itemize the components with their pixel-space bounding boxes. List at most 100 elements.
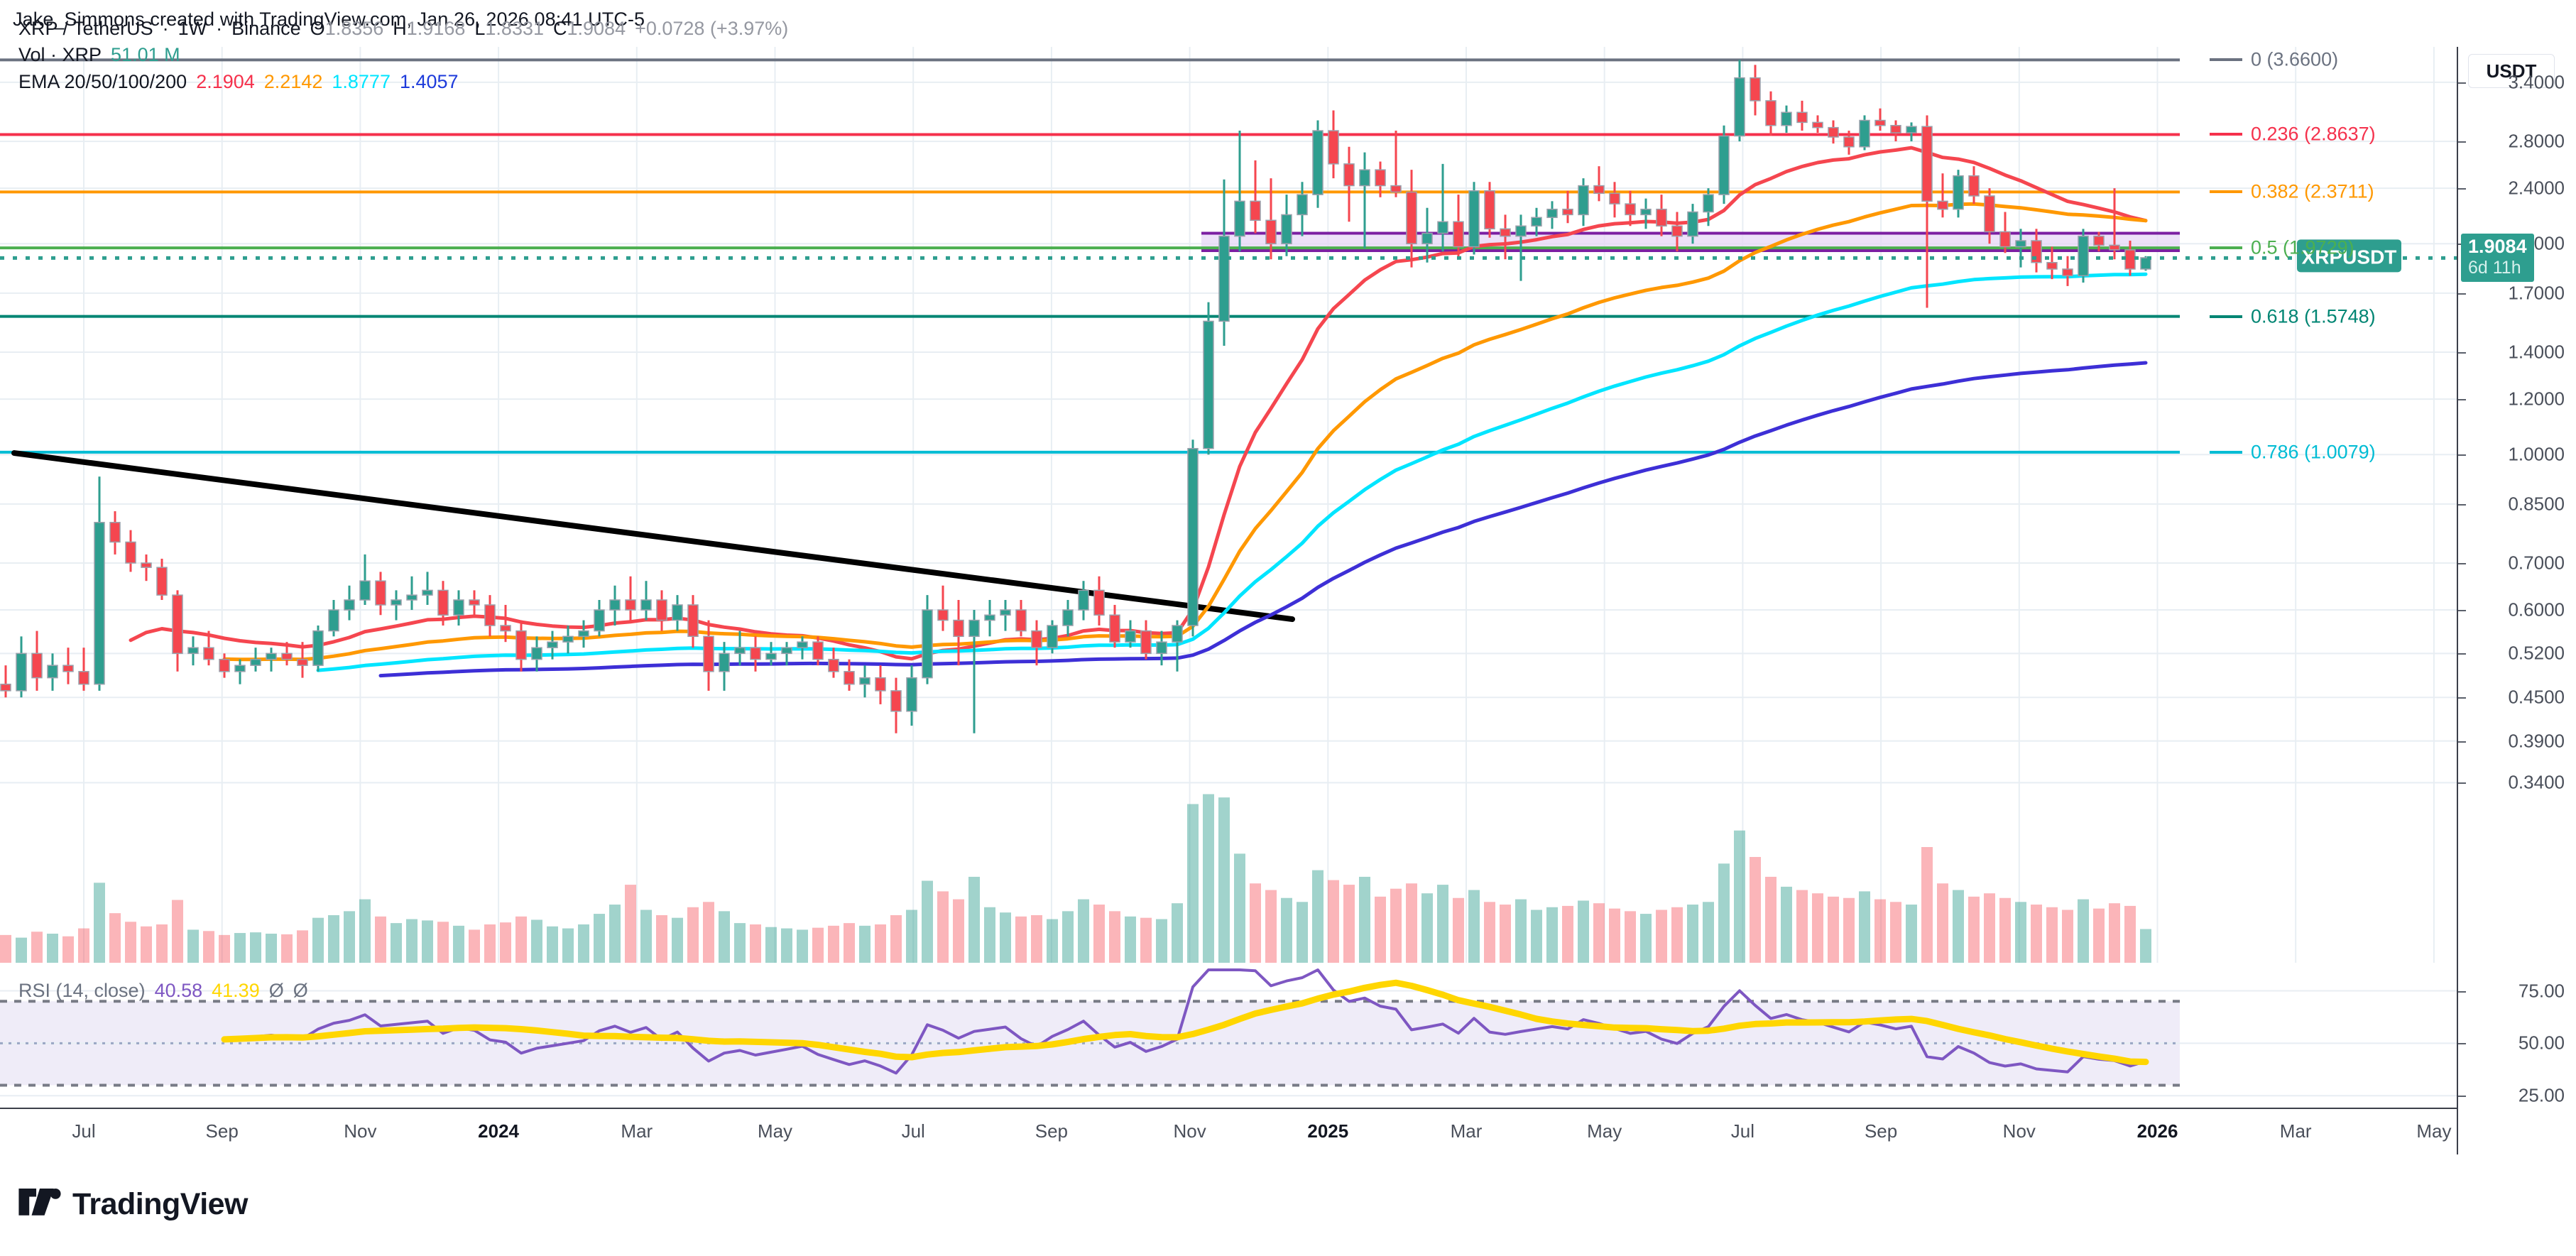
svg-text:XRPUSDT: XRPUSDT xyxy=(2302,246,2397,268)
rsi-axis-tick-mark xyxy=(2458,990,2466,993)
price-axis-tick-mark xyxy=(2458,454,2466,457)
time-axis-tick: Mar xyxy=(621,1120,653,1142)
fib-level-dash xyxy=(2210,450,2242,454)
legend-open-value: 1.8356 xyxy=(324,18,384,39)
time-axis-tick: Jul xyxy=(1730,1120,1755,1142)
fib-level-dash xyxy=(2210,246,2242,250)
price-axis-tick: 0.5200 xyxy=(2508,642,2565,664)
legend-high-key: H xyxy=(393,18,407,39)
price-axis-tick-mark xyxy=(2458,82,2466,84)
price-axis-tick: 0.3900 xyxy=(2508,730,2565,752)
rsi-axis-tick: 75.00 xyxy=(2518,980,2565,1002)
legend-symbol[interactable]: XRP / TetherUS xyxy=(18,18,153,39)
time-axis-tick: May xyxy=(2416,1120,2452,1142)
price-axis-tick: 3.4000 xyxy=(2508,71,2565,93)
fib-level-label: 0.786 (1.0079) xyxy=(2251,441,2376,463)
time-axis-tick: May xyxy=(757,1120,793,1142)
price-axis[interactable]: USDT 3.4000 2.8000 2.4000 2.0000 1.7000 1.400… xyxy=(2457,47,2576,1154)
fib-level-dash xyxy=(2210,58,2242,62)
price-axis-tick-mark xyxy=(2458,653,2466,655)
price-axis-tick: 0.4500 xyxy=(2508,686,2565,708)
time-axis-tick: 2026 xyxy=(2136,1120,2178,1142)
time-axis-tick: Jul xyxy=(72,1120,96,1142)
rsi-axis-tick-mark xyxy=(2458,1096,2466,1098)
legend-close-value: 1.9084 xyxy=(567,18,626,39)
legend-ema20-value: 2.1904 xyxy=(196,70,255,92)
time-axis-tick: Sep xyxy=(205,1120,239,1142)
price-axis-tick-mark xyxy=(2458,562,2466,564)
fib-level-label: 0.5 (1.9729) xyxy=(2251,236,2354,258)
symbol-tag: XRPUSDT xyxy=(2297,239,2401,273)
tradingview-logo-icon xyxy=(18,1188,61,1221)
fib-level-dash xyxy=(2210,190,2242,194)
fib-level-label: 0.618 (1.5748) xyxy=(2251,305,2376,327)
tradingview-footer: TradingView xyxy=(18,1187,249,1222)
price-axis-tick-mark xyxy=(2458,610,2466,612)
price-axis-tick: 2.4000 xyxy=(2508,177,2565,199)
rsi-legend-label: RSI (14, close) xyxy=(18,980,146,1001)
price-axis-tick: 0.6000 xyxy=(2508,599,2565,621)
price-axis-tick: 0.3400 xyxy=(2508,771,2565,793)
rsi-axis-tick: 25.00 xyxy=(2518,1084,2565,1106)
price-axis-tick-mark xyxy=(2458,141,2466,143)
legend-ema100-value: 1.8777 xyxy=(332,70,391,92)
legend-ema-row[interactable]: EMA 20/50/100/200 2.1904 2.2142 1.8777 1.405… xyxy=(18,69,788,95)
price-axis-tick-mark xyxy=(2458,741,2466,743)
legend-ema50-value: 2.2142 xyxy=(263,70,323,92)
last-price-value: 1.9084 xyxy=(2468,236,2527,258)
price-axis-tick: 1.7000 xyxy=(2508,282,2565,304)
legend-high-value: 1.9168 xyxy=(406,18,466,39)
legend-sep-1: · xyxy=(162,18,169,39)
rsi-legend-na-2: Ø xyxy=(293,980,308,1001)
legend-low-value: 1.8331 xyxy=(485,18,544,39)
chart-frame: XRPUSDT 0 (3.6600) 0.236 (2.8637) 0.382 (2… xyxy=(0,47,2576,1156)
legend-ema-label: EMA 20/50/100/200 xyxy=(18,70,187,92)
legend-ema200-value: 1.4057 xyxy=(399,70,459,92)
time-axis[interactable]: Jul Sep Nov 2024 Mar May Jul Sep Nov 2025 Mar May Ju… xyxy=(0,1108,2457,1156)
time-axis-tick: 2025 xyxy=(1307,1120,1349,1142)
legend-interval[interactable]: 1W xyxy=(178,18,207,39)
time-axis-tick: Sep xyxy=(1864,1120,1898,1142)
time-axis-tick: May xyxy=(1587,1120,1622,1142)
time-axis-tick: 2024 xyxy=(478,1120,520,1142)
tradingview-wordmark: TradingView xyxy=(72,1187,249,1221)
rsi-axis-tick: 50.00 xyxy=(2518,1032,2565,1054)
last-price-badge: 1.9084 6d 11h xyxy=(2461,234,2534,282)
legend-sep-2: · xyxy=(216,18,223,39)
time-axis-tick: Mar xyxy=(2279,1120,2312,1142)
chart-canvas: XRPUSDT xyxy=(0,47,2457,1097)
price-axis-tick-mark xyxy=(2458,782,2466,785)
time-axis-tick: Nov xyxy=(344,1120,377,1142)
legend-volume-row[interactable]: Vol · XRP 51.01 M xyxy=(18,42,788,68)
price-axis-tick: 1.4000 xyxy=(2508,341,2565,363)
legend-symbol-row[interactable]: XRP / TetherUS · 1W · Binance O1.8356 H1.9168 L… xyxy=(18,16,788,42)
fib-level-label: 0.236 (2.8637) xyxy=(2251,123,2376,145)
rsi-legend-value: 40.58 xyxy=(154,980,203,1001)
bar-countdown: 6d 11h xyxy=(2468,257,2521,278)
price-axis-tick-mark xyxy=(2458,188,2466,190)
legend-volume-value: 51.01 M xyxy=(111,44,180,66)
time-axis-tick: Sep xyxy=(1035,1120,1069,1142)
price-axis-tick-mark xyxy=(2458,697,2466,699)
price-axis-tick: 0.8500 xyxy=(2508,493,2565,515)
price-axis-tick-mark xyxy=(2458,399,2466,401)
time-axis-tick: Nov xyxy=(1173,1120,1206,1142)
legend-low-key: L xyxy=(474,18,486,39)
legend-change: +0.0728 (+3.97%) xyxy=(635,18,789,39)
price-axis-tick-mark xyxy=(2458,503,2466,506)
legend-volume-label: Vol · XRP xyxy=(18,44,102,66)
fib-level-label: 0 (3.6600) xyxy=(2251,48,2339,70)
fib-level-dash xyxy=(2210,315,2242,318)
price-axis-tick-mark xyxy=(2458,293,2466,295)
price-axis-tick: 1.0000 xyxy=(2508,443,2565,465)
price-axis-tick: 0.7000 xyxy=(2508,552,2565,574)
price-plot-area[interactable]: XRPUSDT 0 (3.6600) 0.236 (2.8637) 0.382 (2… xyxy=(0,47,2457,1108)
price-axis-tick-mark xyxy=(2458,352,2466,354)
rsi-axis-tick-mark xyxy=(2458,1043,2466,1045)
rsi-legend[interactable]: RSI (14, close) 40.58 41.39 Ø Ø xyxy=(18,980,308,1002)
price-axis-tick: 2.8000 xyxy=(2508,130,2565,152)
rsi-legend-na-1: Ø xyxy=(268,980,284,1001)
chart-legend: XRP / TetherUS · 1W · Binance O1.8356 H1.9168 L… xyxy=(18,16,788,95)
rsi-legend-ma-value: 41.39 xyxy=(212,980,260,1001)
fib-level-label: 0.382 (2.3711) xyxy=(2251,180,2374,202)
